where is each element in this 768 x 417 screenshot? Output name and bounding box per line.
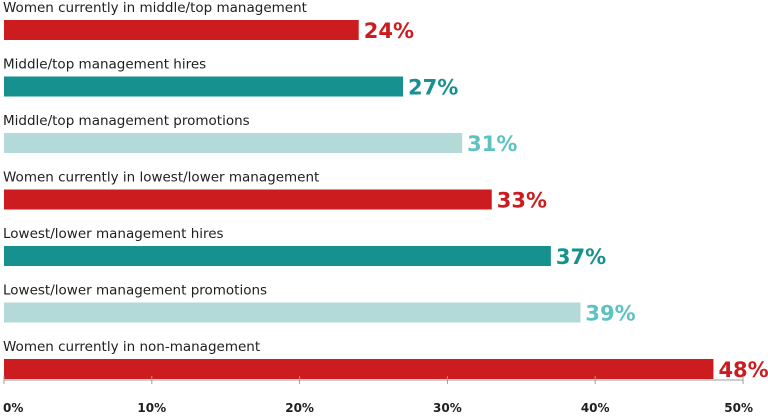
data-label: 24% [364, 19, 414, 43]
bar [4, 133, 463, 153]
bars-layer: Women currently in middle/top management… [3, 0, 768, 382]
category-label: Middle/top management hires [3, 57, 206, 73]
category-label: Lowest/lower management promotions [3, 283, 267, 299]
x-tick-label: 50% [724, 401, 753, 415]
category-label: Women currently in middle/top management [3, 0, 307, 16]
category-label: Lowest/lower management hires [3, 226, 224, 242]
category-label: Middle/top management promotions [3, 113, 250, 129]
x-tick-label: 20% [285, 401, 314, 415]
data-label: 33% [497, 189, 547, 213]
data-label: 27% [408, 76, 458, 100]
bar [4, 302, 581, 323]
bar [4, 20, 359, 40]
bar [4, 359, 714, 379]
x-axis: 0% 10% 20% 30% 40% 50% [3, 376, 753, 415]
category-label: Women currently in non-management [3, 339, 260, 355]
data-label: 31% [467, 132, 517, 156]
bar [4, 246, 551, 266]
x-tick-label: 40% [581, 401, 610, 415]
category-label: Women currently in lowest/lower manageme… [3, 170, 319, 186]
bar [4, 189, 492, 210]
x-tick-label: 30% [433, 401, 462, 415]
x-tick-label: 0% [3, 401, 23, 415]
x-tick-label: 10% [137, 401, 166, 415]
bar [4, 76, 404, 97]
data-label: 39% [585, 302, 635, 326]
data-label: 37% [556, 245, 606, 269]
